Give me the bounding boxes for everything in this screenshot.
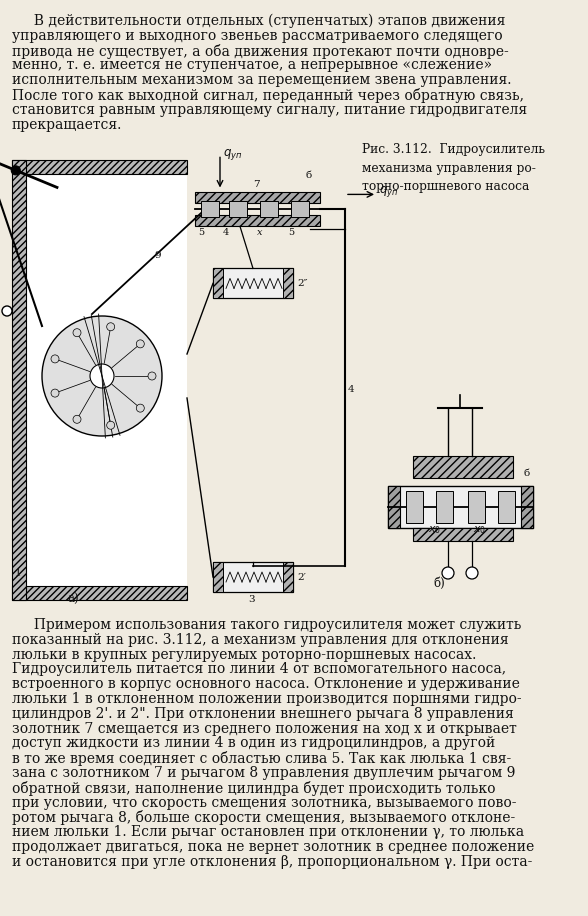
Circle shape [11, 166, 20, 175]
Bar [229, 202, 247, 217]
Bar [388, 486, 400, 528]
Circle shape [51, 354, 59, 363]
Text: люльки в крупных регулируемых роторно-поршневых насосах.: люльки в крупных регулируемых роторно-по… [12, 648, 476, 661]
Bar [12, 160, 187, 174]
Text: 3: 3 [248, 595, 255, 604]
Bar [260, 202, 278, 217]
Text: обратной связи, наполнение цилиндра будет происходить только: обратной связи, наполнение цилиндра буде… [12, 780, 496, 796]
Text: показанный на рис. 3.112, а механизм управления для отклонения: показанный на рис. 3.112, а механизм упр… [12, 633, 509, 647]
Circle shape [136, 404, 144, 412]
Bar [213, 562, 223, 592]
Text: при условии, что скорость смещения золотника, вызываемого пово-: при условии, что скорость смещения золот… [12, 796, 516, 810]
Text: $q_{уп}$: $q_{уп}$ [379, 184, 399, 200]
Text: и остановится при угле отклонения β, пропорциональном γ. При оста-: и остановится при угле отклонения β, про… [12, 855, 532, 868]
Text: доступ жидкости из линии 4 в один из гидроцилиндров, а другой: доступ жидкости из линии 4 в один из гид… [12, 736, 495, 750]
Text: $x_0$: $x_0$ [428, 524, 441, 536]
Bar [26, 174, 187, 586]
Bar [498, 491, 515, 523]
Text: 1: 1 [15, 569, 22, 578]
Bar [195, 215, 320, 226]
Text: а): а) [67, 593, 79, 606]
Circle shape [42, 316, 162, 436]
Circle shape [90, 364, 114, 388]
Circle shape [73, 415, 81, 423]
Text: привода не существует, а оба движения протекают почти одновре-: привода не существует, а оба движения пр… [12, 44, 509, 59]
Text: зана с золотником 7 и рычагом 8 управления двуплечим рычагом 9: зана с золотником 7 и рычагом 8 управлен… [12, 766, 515, 780]
Text: золотник 7 смещается из среднего положения на ход x и открывает: золотник 7 смещается из среднего положен… [12, 722, 517, 736]
Circle shape [136, 340, 144, 348]
Circle shape [2, 306, 12, 316]
Bar [468, 491, 485, 523]
Bar [521, 486, 533, 528]
Text: $x_0$: $x_0$ [473, 524, 486, 536]
Text: 2″: 2″ [297, 279, 308, 289]
Text: 7: 7 [253, 180, 260, 190]
Text: продолжает двигаться, пока не вернет золотник в среднее положение: продолжает двигаться, пока не вернет зол… [12, 840, 534, 854]
Bar [12, 160, 26, 600]
Text: цилиндров 2'. и 2". При отклонении внешнего рычага 8 управления: цилиндров 2'. и 2". При отклонении внешн… [12, 707, 514, 721]
Text: встроенного в корпус основного насоса. Отклонение и удерживание: встроенного в корпус основного насоса. О… [12, 677, 520, 692]
Circle shape [466, 567, 478, 579]
Text: Гидроусилитель питается по линии 4 от вспомогательного насоса,: Гидроусилитель питается по линии 4 от вс… [12, 662, 506, 676]
Bar [201, 202, 219, 217]
Text: 4: 4 [348, 385, 355, 394]
Bar [12, 586, 187, 600]
Text: люльки 1 в отклоненном положении производится поршнями гидро-: люльки 1 в отклоненном положении произво… [12, 692, 522, 706]
Circle shape [442, 567, 454, 579]
Text: исполнительным механизмом за перемещением звена управления.: исполнительным механизмом за перемещение… [12, 73, 512, 87]
Text: Примером использования такого гидроусилителя может служить: Примером использования такого гидроусили… [12, 618, 522, 632]
Text: менно, т. е. имеется не ступенчатое, а непрерывное «слежение»: менно, т. е. имеется не ступенчатое, а н… [12, 59, 492, 72]
Text: в то же время соединяет с областью слива 5. Так как люлька 1 свя-: в то же время соединяет с областью слива… [12, 751, 511, 766]
Text: Рис. 3.112.  Гидроусилитель
механизма управления ро-
торно-поршневого насоса: Рис. 3.112. Гидроусилитель механизма упр… [362, 144, 545, 193]
Text: 9: 9 [154, 251, 161, 260]
Text: После того как выходной сигнал, переданный через обратную связь,: После того как выходной сигнал, переданн… [12, 88, 524, 103]
Text: ротом рычага 8, больше скорости смещения, вызываемого отклоне-: ротом рычага 8, больше скорости смещения… [12, 811, 515, 825]
Bar [291, 202, 309, 217]
Bar [283, 268, 293, 299]
Text: 2′: 2′ [297, 573, 306, 582]
Text: нием люльки 1. Если рычаг остановлен при отклонении γ, то люлька: нием люльки 1. Если рычаг остановлен при… [12, 825, 524, 839]
Text: прекращается.: прекращается. [12, 117, 122, 132]
Circle shape [148, 372, 156, 380]
Text: б): б) [433, 577, 445, 590]
Circle shape [73, 329, 81, 337]
Text: В действительности отдельных (ступенчатых) этапов движения: В действительности отдельных (ступенчаты… [12, 14, 505, 28]
Bar [213, 268, 293, 299]
Text: 5: 5 [288, 228, 294, 237]
Bar [388, 486, 533, 528]
Bar [413, 528, 513, 541]
Bar [283, 562, 293, 592]
Text: б: б [305, 171, 311, 180]
Text: управляющего и выходного звеньев рассматриваемого следящего: управляющего и выходного звеньев рассмат… [12, 28, 503, 43]
Bar [413, 456, 513, 478]
Text: x: x [257, 228, 262, 237]
Text: становится равным управляющему сигналу, питание гидродвигателя: становится равным управляющему сигналу, … [12, 103, 527, 117]
Circle shape [106, 322, 115, 331]
Bar [213, 562, 293, 592]
Text: 5: 5 [198, 228, 204, 237]
Circle shape [51, 389, 59, 398]
Text: 4: 4 [223, 228, 229, 237]
Bar [195, 192, 320, 203]
Bar [436, 491, 453, 523]
Text: б: б [523, 469, 529, 478]
Bar [213, 268, 223, 299]
Circle shape [106, 421, 115, 430]
Text: $q_{уп}$: $q_{уп}$ [223, 147, 242, 162]
Bar [406, 491, 423, 523]
